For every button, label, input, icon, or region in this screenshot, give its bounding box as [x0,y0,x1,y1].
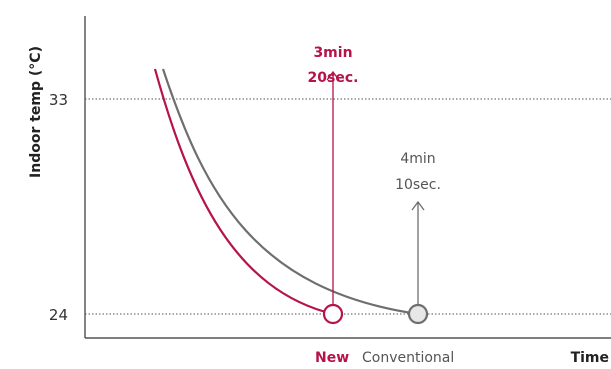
ytick-label-24: 24 [49,306,68,324]
arrow-head-new [326,70,340,81]
annotation-conventional-line2: 10sec. [395,177,441,193]
legend-label-new: New [315,350,349,366]
annotation-new-line2: 20sec. [308,70,359,86]
annotation-conventional-line1: 4min [400,151,435,167]
arrow-head-conventional [411,200,425,211]
series-line-conventional [161,68,419,316]
end-marker-conventional [407,303,429,325]
ytick-label-33: 33 [49,91,68,109]
x-axis-label: Time [571,350,609,366]
end-marker-new [322,303,344,325]
annotation-new-line1: 3min [313,45,352,61]
legend-label-conventional: Conventional [362,350,454,366]
y-axis-label: Indoor temp (°C) [28,46,44,178]
series-line-new [153,68,334,316]
